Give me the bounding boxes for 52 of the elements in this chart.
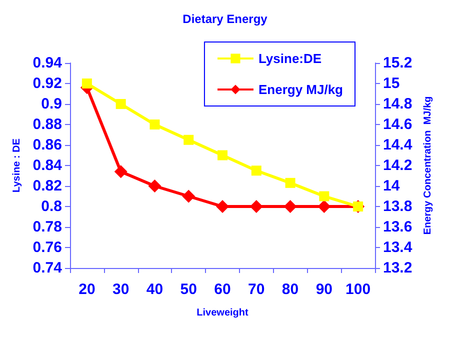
chart-title: Dietary Energy bbox=[182, 12, 268, 26]
point bbox=[218, 150, 228, 160]
y-tick-label: 0.92 bbox=[32, 75, 62, 92]
y2-tick-label: 13.2 bbox=[383, 260, 412, 276]
x-tick-label: 100 bbox=[346, 281, 371, 298]
y-axis-title: Lysine : DE bbox=[11, 138, 22, 193]
x-tick-label: 70 bbox=[248, 281, 265, 298]
x-tick-label: 80 bbox=[282, 281, 299, 298]
x-tick-label: 30 bbox=[112, 281, 130, 298]
y2-tick-label: 13.8 bbox=[383, 198, 412, 215]
point bbox=[148, 180, 162, 192]
point bbox=[82, 78, 92, 88]
y-tick-label: 0.76 bbox=[32, 239, 62, 256]
y-tick-label: 0.8 bbox=[41, 198, 62, 215]
point bbox=[184, 134, 194, 145]
x-tick-label: 90 bbox=[316, 281, 333, 298]
point bbox=[284, 200, 297, 213]
point bbox=[250, 200, 263, 213]
y2-axis-title: Energy Concentration MJ/kg bbox=[422, 96, 434, 235]
y-tick-label: 0.82 bbox=[32, 178, 62, 194]
y-tick-label: 0.94 bbox=[32, 54, 63, 72]
point bbox=[150, 120, 160, 130]
y-tick-label: 0.78 bbox=[32, 218, 62, 236]
y-tick-label: 0.9 bbox=[41, 96, 62, 112]
y2-tick-label: 14.8 bbox=[383, 96, 412, 112]
point bbox=[116, 99, 126, 109]
y2-tick-label: 15 bbox=[383, 75, 400, 92]
y2-tick-label: 15.2 bbox=[383, 54, 412, 72]
legend-label: Energy MJ/kg bbox=[258, 82, 344, 97]
y2-tick-label: 14.6 bbox=[383, 116, 412, 133]
point bbox=[318, 200, 331, 213]
point bbox=[251, 166, 262, 176]
y2-tick-label: 13.6 bbox=[383, 218, 412, 236]
x-tick-label: 60 bbox=[214, 281, 231, 298]
y-tick-label: 0.88 bbox=[32, 116, 62, 133]
y2-tick-label: 14 bbox=[383, 178, 400, 194]
y-tick-label: 0.86 bbox=[32, 136, 62, 154]
x-tick-label: 20 bbox=[78, 281, 96, 298]
point bbox=[285, 178, 296, 188]
point bbox=[182, 190, 196, 203]
point bbox=[216, 200, 229, 213]
y2-tick-label: 14.2 bbox=[383, 157, 412, 174]
point bbox=[319, 191, 330, 202]
y2-tick-label: 13.4 bbox=[383, 239, 413, 256]
x-tick-label: 50 bbox=[180, 281, 197, 298]
x-tick-label: 40 bbox=[146, 281, 164, 298]
x-axis-title: Liveweight bbox=[196, 308, 249, 318]
y-tick-label: 0.84 bbox=[32, 157, 63, 174]
legend-label: Lysine:DE bbox=[258, 51, 322, 66]
point bbox=[114, 165, 128, 178]
y-tick-label: 0.74 bbox=[32, 260, 63, 276]
y2-tick-label: 14.4 bbox=[383, 136, 413, 154]
